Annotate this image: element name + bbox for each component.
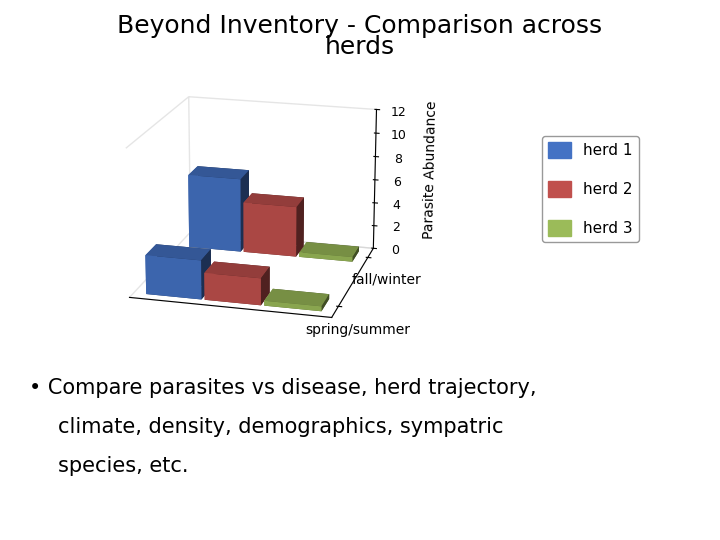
Text: climate, density, demographics, sympatric: climate, density, demographics, sympatri… [58, 417, 503, 437]
Legend: herd 1, herd 2, herd 3: herd 1, herd 2, herd 3 [542, 136, 639, 242]
Text: herds: herds [325, 35, 395, 59]
Text: Beyond Inventory - Comparison across: Beyond Inventory - Comparison across [117, 14, 603, 37]
Text: • Compare parasites vs disease, herd trajectory,: • Compare parasites vs disease, herd tra… [29, 378, 536, 398]
Text: species, etc.: species, etc. [58, 456, 188, 476]
